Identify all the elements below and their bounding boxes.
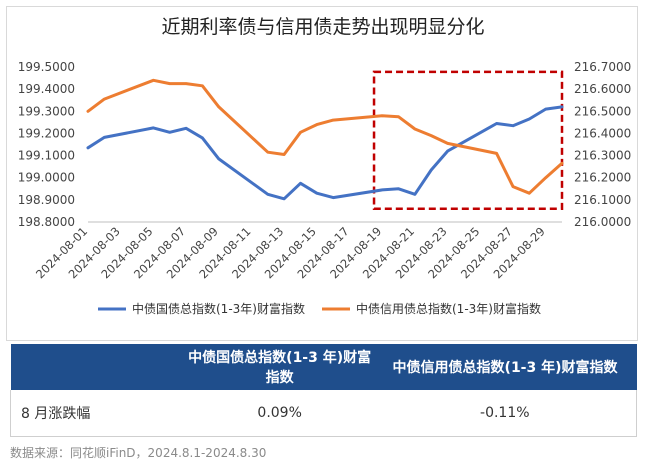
data-point-credit [282,153,286,156]
y-left-tick-label: 199.4000 [18,82,75,96]
table-header-treasury: 中债国债总指数(1-3 年)财富指数 [185,344,374,390]
data-point-treasury [381,188,384,192]
data-point-treasury [495,122,498,125]
data-point-credit [446,142,449,145]
y-left-tick-label: 199.3000 [18,104,75,118]
data-point-credit [315,123,319,126]
data-point-treasury [511,124,515,127]
y-right-tick-label: 216.0000 [574,215,631,229]
data-point-treasury [331,196,335,199]
series-line-treasury [86,105,564,201]
y-left-tick-label: 199.5000 [18,60,75,74]
y-right-tick-label: 216.6000 [574,82,631,96]
data-point-credit [495,152,498,155]
data-point-treasury [413,193,417,196]
y-left-tick-label: 198.8000 [18,215,75,229]
data-point-treasury [397,187,400,190]
data-point-treasury [430,168,433,172]
data-point-credit [528,192,531,195]
y-right-tick-label: 216.4000 [574,126,631,140]
data-point-credit [86,110,90,113]
change-table: 中债国债总指数(1-3 年)财富指数 中债信用债总指数(1-3 年)财富指数 8… [9,344,637,437]
table-row-label: 8 月涨跌幅 [9,390,186,437]
data-point-treasury [201,136,204,140]
data-point-treasury [168,131,171,134]
y-left-tick-label: 198.9000 [18,193,75,207]
table-header-empty [10,344,186,390]
table-header-row: 中债国债总指数(1-3 年)财富指数 中债信用债总指数(1-3 年)财富指数 [10,344,637,390]
y-right-tick-label: 216.7000 [574,60,631,74]
y-right-tick-label: 216.5000 [574,104,631,118]
data-point-treasury [528,117,531,121]
chart-title: 近期利率债与信用债走势出现明显分化 [161,16,485,38]
data-point-treasury [184,127,188,130]
table-header-credit: 中债信用债总指数(1-3 年)财富指数 [373,344,637,390]
data-point-credit [430,134,433,137]
data-point-credit [217,105,220,109]
data-point-treasury [86,146,90,150]
data-point-credit [168,82,171,85]
data-point-credit [152,79,155,82]
data-point-treasury [560,105,564,109]
data-point-treasury [299,182,302,185]
data-point-treasury [217,157,220,161]
data-point-treasury [282,197,286,200]
y-right-tick-label: 216.2000 [574,171,631,185]
data-point-treasury [315,192,319,195]
data-point-credit [266,151,269,154]
y-left-tick-label: 199.1000 [18,149,75,163]
line-chart: 198.8000 198.9000 199.0000 199.1000 199.2000… [18,60,632,316]
data-point-credit [184,82,188,85]
data-point-credit [331,118,335,122]
data-point-credit [511,185,515,188]
data-point-credit [560,162,564,165]
data-point-credit [103,97,106,101]
data-point-treasury [544,107,547,111]
legend-label-credit: 中债信用债总指数(1-3年)财富指数 [356,301,541,316]
y-right-tick-label: 216.3000 [574,149,631,163]
y-right-tick-label: 216.1000 [574,193,631,207]
data-point-treasury [266,193,269,196]
data-point-credit [544,176,547,179]
data-point-treasury [152,126,155,130]
data-point-treasury [446,149,449,153]
chart-panel [6,6,638,341]
legend-label-treasury: 中债国债总指数(1-3年)财富指数 [132,301,305,316]
highlight-box [372,70,564,210]
data-point-credit [381,114,384,117]
y-left-tick-label: 199.0000 [18,171,75,185]
data-point-credit [201,84,204,88]
data-point-credit [397,115,400,119]
data-point-credit [413,127,417,131]
table-row: 8 月涨跌幅 0.09% -0.11% [9,390,637,437]
data-point-credit [299,131,302,134]
y-left-tick-label: 199.2000 [18,126,75,140]
table-cell-treasury-change: 0.09% [185,390,374,437]
source-note: 数据来源：同花顺iFinD，2024.8.1-2024.8.30 [10,446,267,460]
data-point-treasury [103,136,106,139]
table-cell-credit-change: -0.11% [373,390,637,437]
series-line-credit [86,78,564,195]
